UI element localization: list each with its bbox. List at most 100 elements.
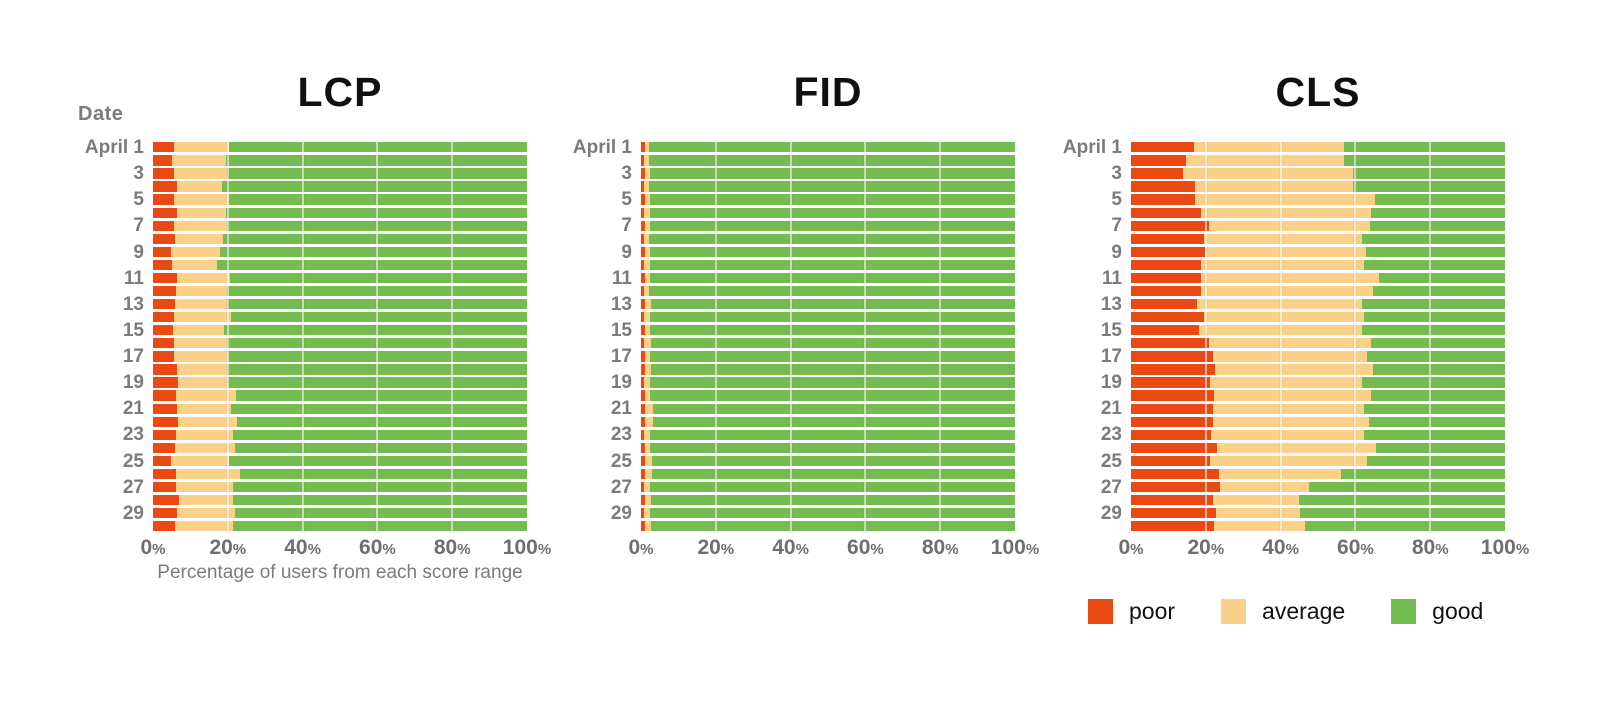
bar-row: [153, 521, 527, 532]
date-label: 9: [133, 241, 144, 263]
date-label: 17: [122, 346, 144, 368]
bar-segment-average: [1212, 403, 1364, 414]
bar-segment-good: [236, 390, 527, 401]
bar-segment-average: [1182, 168, 1353, 179]
bar-segment-average: [177, 364, 228, 375]
bar-segment-poor: [153, 521, 175, 532]
bar-segment-average: [644, 246, 651, 257]
bar-row: [641, 325, 1015, 336]
bar-segment-good: [239, 468, 527, 480]
bar-segment-good: [219, 246, 527, 257]
bar-segment-average: [1200, 285, 1374, 297]
bar-row: [153, 299, 527, 310]
bar-row: [641, 338, 1015, 349]
bar-segment-good: [1308, 481, 1505, 493]
bar-segment-average: [174, 194, 230, 205]
bar-segment-good: [1344, 155, 1505, 166]
x-tick-label: 80%: [433, 536, 471, 559]
bar-segment-good: [650, 299, 1015, 310]
bar-segment-average: [1185, 155, 1345, 166]
bar-segment-poor: [1131, 521, 1215, 532]
date-label: 29: [1100, 502, 1122, 524]
bar-segment-poor: [153, 155, 173, 166]
legend: poor average good: [1088, 598, 1483, 625]
bar-segment-poor: [153, 168, 175, 179]
x-tick-label: 20%: [209, 536, 247, 559]
bar-segment-poor: [153, 299, 175, 310]
bar-segment-good: [652, 403, 1015, 414]
bar-segment-good: [1371, 390, 1505, 401]
date-label: 11: [1101, 267, 1122, 289]
gridline: [789, 141, 792, 533]
bar-segment-poor: [153, 495, 180, 506]
bar-segment-poor: [1131, 194, 1195, 205]
x-tick-label: 0%: [1118, 536, 1144, 559]
bar-row: [1131, 495, 1505, 506]
bar-segment-good: [649, 312, 1015, 323]
bar-segment-average: [176, 508, 235, 519]
bar-row: [1131, 168, 1505, 179]
bar-segment-poor: [1131, 495, 1213, 506]
bar-segment-average: [644, 416, 653, 427]
bar-segment-good: [649, 429, 1015, 440]
bar-row: [641, 364, 1015, 375]
bar-segment-good: [233, 495, 527, 506]
bar-segment-average: [175, 481, 233, 493]
bar-row: [641, 455, 1015, 467]
bar-segment-poor: [1131, 403, 1213, 414]
date-axis-title: Date: [78, 103, 124, 125]
bar-row: [153, 259, 527, 271]
x-axis-cls: 0% 20% 40% 60% 80% 100%: [1118, 536, 1529, 562]
bar-row: [641, 312, 1015, 323]
bar-segment-average: [644, 364, 652, 375]
bar-segment-average: [645, 403, 653, 414]
date-label: 21: [610, 398, 632, 420]
x-tick-label: 80%: [921, 536, 959, 559]
bar-segment-good: [649, 377, 1015, 388]
gridline: [1204, 141, 1207, 533]
bar-row: [1131, 403, 1505, 414]
bar-segment-poor: [1131, 377, 1210, 388]
bar-segment-poor: [153, 390, 176, 401]
bar-segment-poor: [1131, 481, 1221, 493]
bar-segment-average: [644, 338, 651, 349]
bar-segment-average: [177, 272, 231, 284]
bar-segment-average: [644, 521, 651, 532]
bar-row: [641, 521, 1015, 532]
bar-segment-good: [1362, 325, 1505, 336]
bar-segment-poor: [641, 468, 646, 480]
bar-row: [153, 272, 527, 284]
bar-segment-good: [1369, 416, 1505, 427]
bar-segment-average: [1214, 521, 1305, 532]
bar-row: [153, 220, 527, 231]
bar-segment-poor: [641, 338, 645, 349]
bar-row: [153, 312, 527, 323]
bar-segment-poor: [641, 181, 645, 192]
bar-row: [641, 390, 1015, 401]
x-tick-label: 100%: [502, 536, 552, 559]
bar-segment-good: [1363, 312, 1505, 323]
bar-segment-good: [216, 259, 527, 271]
bar-segment-poor: [641, 416, 645, 427]
bar-segment-poor: [1131, 351, 1213, 362]
bar-segment-poor: [153, 455, 172, 467]
bar-segment-average: [1209, 455, 1368, 467]
bar-segment-average: [1204, 246, 1366, 257]
bar-segment-average: [178, 416, 237, 427]
x-tick-label: 40%: [1262, 536, 1299, 559]
date-label: April 1: [84, 137, 144, 158]
bar-segment-average: [178, 377, 229, 388]
bar-segment-good: [1352, 181, 1505, 192]
bar-segment-poor: [153, 508, 177, 519]
bar-segment-poor: [641, 299, 645, 310]
bar-segment-average: [644, 233, 649, 244]
bar-segment-average: [644, 220, 650, 231]
bar-segment-good: [649, 220, 1015, 231]
bar-segment-good: [650, 521, 1015, 532]
date-label: 21: [1100, 398, 1122, 420]
bar-segment-average: [1212, 495, 1299, 506]
bar-row: [153, 285, 527, 297]
x-tick-label: 40%: [284, 536, 321, 559]
bar-segment-average: [1209, 377, 1363, 388]
bar-segment-poor: [1131, 338, 1210, 349]
